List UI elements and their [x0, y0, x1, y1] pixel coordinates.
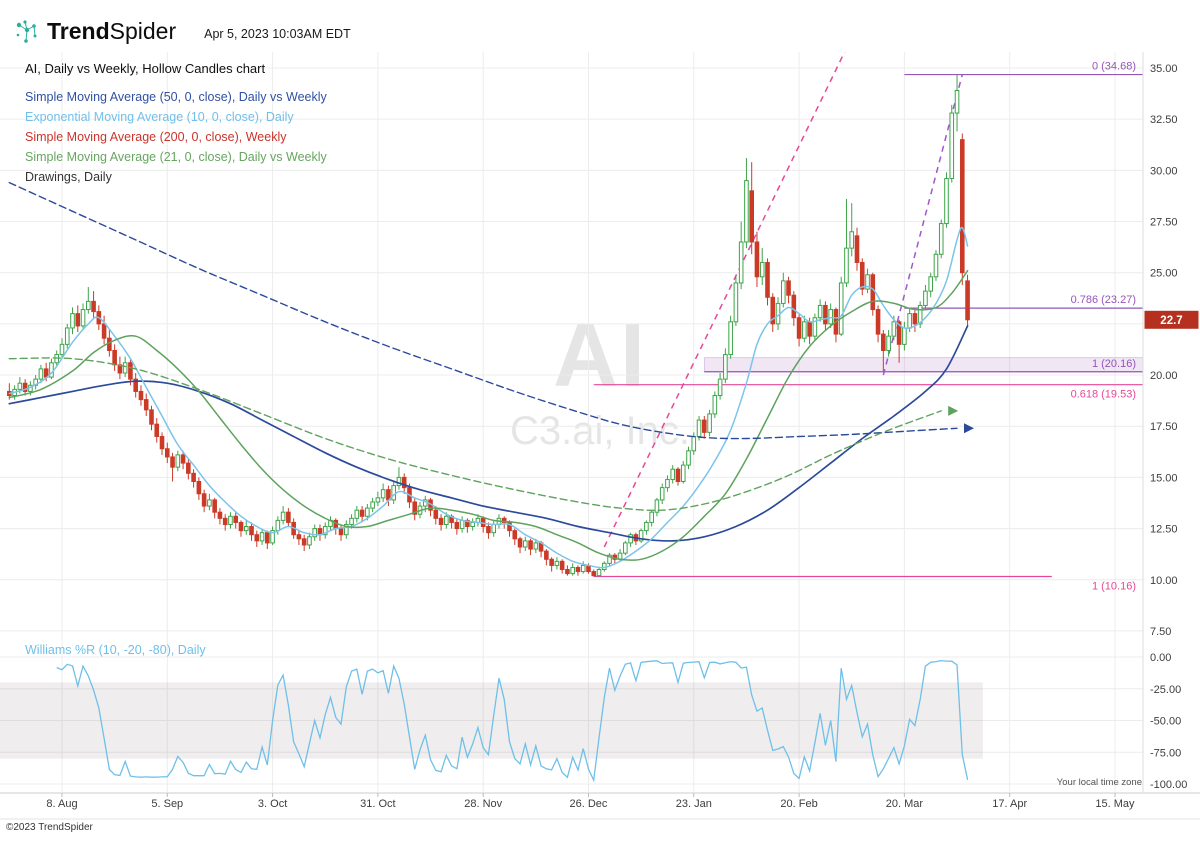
legend-item-drawings[interactable]: Drawings, Daily: [25, 167, 327, 187]
legend-item-sma50[interactable]: Simple Moving Average (50, 0, close), Da…: [25, 87, 327, 107]
brand-light: Spider: [110, 18, 176, 44]
svg-text:17.50: 17.50: [1150, 421, 1178, 433]
svg-text:20.00: 20.00: [1150, 370, 1178, 382]
svg-text:17. Apr: 17. Apr: [992, 798, 1027, 810]
svg-text:25.00: 25.00: [1150, 268, 1178, 280]
chart-datetime: Apr 5, 2023 10:03AM EDT: [204, 22, 351, 41]
svg-text:30.00: 30.00: [1150, 165, 1178, 177]
svg-text:0.786 (23.27): 0.786 (23.27): [1071, 294, 1136, 306]
svg-text:3. Oct: 3. Oct: [258, 798, 287, 810]
app-header: TrendSpider Apr 5, 2023 10:03AM EDT: [14, 16, 351, 46]
williams-r-panel: [0, 661, 983, 781]
legend-item-sma200[interactable]: Simple Moving Average (200, 0, close), W…: [25, 127, 327, 147]
svg-text:28. Nov: 28. Nov: [464, 798, 502, 810]
sma50-weekly-projection-arrow: [964, 423, 974, 433]
sma21-weekly-projection-arrow: [948, 406, 958, 416]
svg-text:0 (34.68): 0 (34.68): [1092, 61, 1136, 73]
svg-text:31. Oct: 31. Oct: [360, 798, 395, 810]
fibonacci-levels[interactable]: [594, 75, 1143, 577]
svg-text:8. Aug: 8. Aug: [46, 798, 77, 810]
svg-text:15. May: 15. May: [1095, 798, 1135, 810]
svg-text:0.618 (19.53): 0.618 (19.53): [1071, 389, 1136, 401]
svg-text:35.00: 35.00: [1150, 63, 1178, 75]
timezone-note[interactable]: Your local time zone: [1057, 777, 1142, 788]
copyright-text: ©2023 TrendSpider: [6, 822, 93, 833]
svg-text:32.50: 32.50: [1150, 114, 1178, 126]
svg-text:-50.00: -50.00: [1150, 716, 1181, 728]
brand-bold: Trend: [47, 18, 110, 44]
current-price-tag: 22.7: [1145, 311, 1199, 329]
ema10-daily-line: [9, 228, 967, 568]
svg-text:20. Feb: 20. Feb: [780, 798, 817, 810]
trendspider-logo-icon: [14, 16, 40, 46]
svg-text:7.50: 7.50: [1150, 626, 1171, 638]
indicator-legend: Simple Moving Average (50, 0, close), Da…: [25, 87, 327, 187]
svg-text:-75.00: -75.00: [1150, 747, 1181, 759]
svg-text:20. Mar: 20. Mar: [886, 798, 924, 810]
legend-item-williams-r[interactable]: Williams %R (10, -20, -80), Daily: [25, 643, 206, 657]
svg-text:5. Sep: 5. Sep: [151, 798, 183, 810]
svg-text:27.50: 27.50: [1150, 217, 1178, 229]
svg-text:10.00: 10.00: [1150, 575, 1178, 587]
chart-title: AI, Daily vs Weekly, Hollow Candles char…: [25, 61, 265, 76]
brand-name: TrendSpider: [47, 18, 176, 45]
fib-labels: 0 (34.68) 0.786 (23.27) 1 (20.16) 0.618 (19…: [1071, 61, 1136, 593]
svg-text:22.7: 22.7: [1160, 315, 1182, 327]
legend-item-sma21[interactable]: Simple Moving Average (21, 0, close), Da…: [25, 147, 327, 167]
svg-text:23. Jan: 23. Jan: [676, 798, 712, 810]
trendspider-app: AI C3.ai, Inc. 0 (34.68)0.786 (23.27)1 (…: [0, 0, 1200, 841]
legend-item-ema10[interactable]: Exponential Moving Average (10, 0, close…: [25, 107, 327, 127]
svg-text:26. Dec: 26. Dec: [570, 798, 608, 810]
trendspider-logo[interactable]: TrendSpider: [14, 16, 176, 46]
svg-text:0.00: 0.00: [1150, 652, 1171, 664]
svg-text:12.50: 12.50: [1150, 524, 1178, 536]
svg-text:1 (10.16): 1 (10.16): [1092, 580, 1136, 592]
svg-text:1 (20.16): 1 (20.16): [1092, 358, 1136, 370]
svg-text:-100.00: -100.00: [1150, 779, 1187, 791]
svg-text:-25.00: -25.00: [1150, 684, 1181, 696]
svg-text:15.00: 15.00: [1150, 472, 1178, 484]
